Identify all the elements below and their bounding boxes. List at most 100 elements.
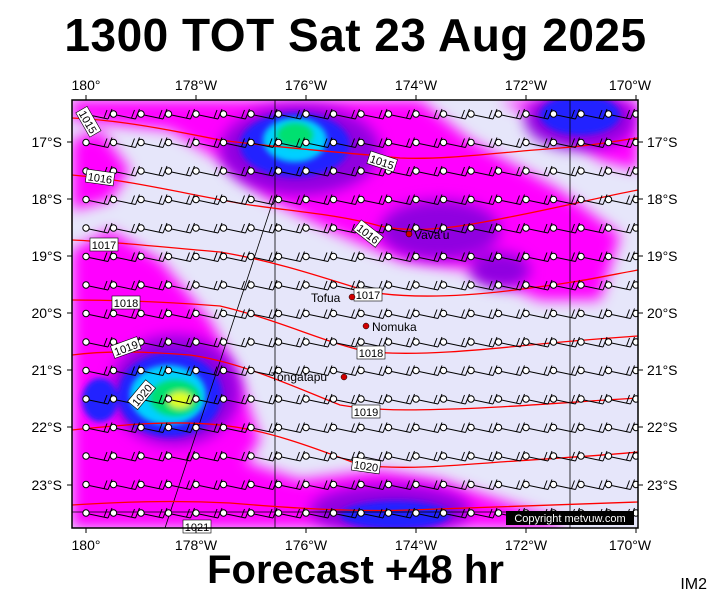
wind-barb: [219, 507, 250, 519]
wind-barb: [632, 480, 638, 489]
wind-barb: [384, 393, 415, 405]
wind-barb: [632, 110, 638, 118]
wind-barb: [137, 365, 168, 376]
svg-text:174°W: 174°W: [395, 537, 438, 553]
wind-barb: [494, 194, 525, 205]
map-title: 1300 TOT Sat 23 Aug 2025: [64, 9, 647, 61]
wind-barb: [549, 365, 580, 376]
wind-barb: [577, 279, 608, 291]
svg-text:176°W: 176°W: [285, 77, 328, 93]
svg-text:Tongatapu: Tongatapu: [271, 370, 327, 384]
wind-barb: [549, 279, 580, 291]
map-frame: [71, 99, 639, 529]
wind-barb: [164, 308, 195, 319]
wind-barb: [494, 279, 525, 291]
place-tofua: Tofua: [311, 291, 356, 305]
wind-barb: [604, 450, 635, 462]
wind-barb: [439, 336, 470, 348]
svg-text:22°S: 22°S: [31, 419, 62, 435]
svg-text:1017: 1017: [92, 240, 116, 252]
wind-barb: [357, 108, 388, 120]
wind-barb: [274, 137, 305, 148]
places: Vava'u Tofua Nomuka Tongatapu: [271, 228, 449, 384]
wind-barb: [82, 222, 113, 234]
wind-barb: [522, 222, 553, 234]
forecast-label: Forecast +48 hr: [207, 548, 504, 592]
wind-barb: [357, 308, 388, 319]
wind-barb: [604, 251, 635, 262]
peak-cores: [150, 123, 313, 416]
wind-barb: [577, 479, 608, 490]
wind-barb: [412, 365, 443, 376]
isobar-label: 1018: [111, 295, 141, 310]
wind-barb: [384, 194, 415, 205]
wind-barb: [274, 279, 305, 291]
svg-text:180°: 180°: [72, 77, 101, 93]
wind-barb: [219, 422, 250, 433]
wind-barb: [109, 222, 140, 234]
wind-barb: [494, 108, 525, 120]
wind-barb: [467, 479, 498, 490]
image-code: IM2: [680, 576, 707, 593]
svg-text:1019: 1019: [354, 407, 378, 419]
wind-barb: [577, 194, 608, 205]
wind-barb: [302, 393, 333, 405]
wind-barb: [247, 251, 278, 262]
rain-band-northwest: [72, 130, 130, 210]
wind-barb: [247, 365, 278, 376]
wind-barb: [632, 452, 638, 460]
svg-text:18°S: 18°S: [31, 191, 62, 207]
wind-barb: [632, 195, 638, 204]
wind-barb: [549, 422, 580, 433]
wind-barb: [604, 393, 635, 405]
wind-barb: [632, 252, 638, 261]
wind-barb: [549, 251, 580, 262]
svg-text:Copyright metvuw.com: Copyright metvuw.com: [514, 513, 625, 525]
wind-barb: [467, 507, 498, 519]
wind-barb: [247, 279, 278, 291]
isobar-label: 1017: [353, 287, 383, 302]
svg-text:Tofua: Tofua: [311, 291, 341, 305]
svg-text:1016: 1016: [87, 171, 113, 186]
wind-barb: [274, 507, 305, 519]
wind-barb: [384, 479, 415, 490]
wind-barb: [274, 365, 305, 376]
wind-barb: [439, 137, 470, 148]
svg-text:19°S: 19°S: [647, 248, 678, 264]
wind-barb: [329, 479, 360, 490]
wind-barb: [467, 393, 498, 405]
wind-barb: [82, 507, 113, 519]
wind-barb: [439, 365, 470, 376]
wind-barbs: [82, 108, 638, 519]
wind-barb: [274, 251, 305, 262]
svg-text:1020: 1020: [353, 459, 379, 474]
lon-labels-top: 180° 178°W 176°W 174°W 172°W 170°W: [72, 77, 652, 93]
isobar-labels: 1015 1015 1016 1016 1017 1017 1018 1018: [75, 105, 398, 534]
wind-barb: [302, 108, 333, 120]
wind-barb: [467, 194, 498, 205]
wind-barb: [522, 393, 553, 405]
svg-text:23°S: 23°S: [31, 477, 62, 493]
wind-barb: [522, 251, 553, 262]
isobar-label: 1017: [89, 237, 119, 252]
wind-barb: [219, 137, 250, 148]
wind-barb: [329, 393, 360, 405]
svg-text:17°S: 17°S: [647, 134, 678, 150]
isobar-label: 1019: [351, 404, 381, 419]
svg-text:Vava'u: Vava'u: [414, 228, 449, 242]
wind-barb: [109, 479, 140, 490]
wind-barb: [82, 279, 113, 291]
axis-ticks: [67, 95, 643, 533]
wind-barb: [632, 309, 638, 318]
wind-barb: [549, 194, 580, 205]
svg-text:170°W: 170°W: [609, 537, 652, 553]
wind-barb: [164, 479, 195, 490]
isobar-label: 1020: [350, 456, 382, 475]
wind-barb: [109, 308, 140, 319]
wind-barb: [219, 393, 250, 405]
wind-barb: [632, 338, 638, 346]
wind-barb: [357, 137, 388, 148]
wind-barb: [329, 165, 360, 177]
wind-barb: [357, 422, 388, 433]
